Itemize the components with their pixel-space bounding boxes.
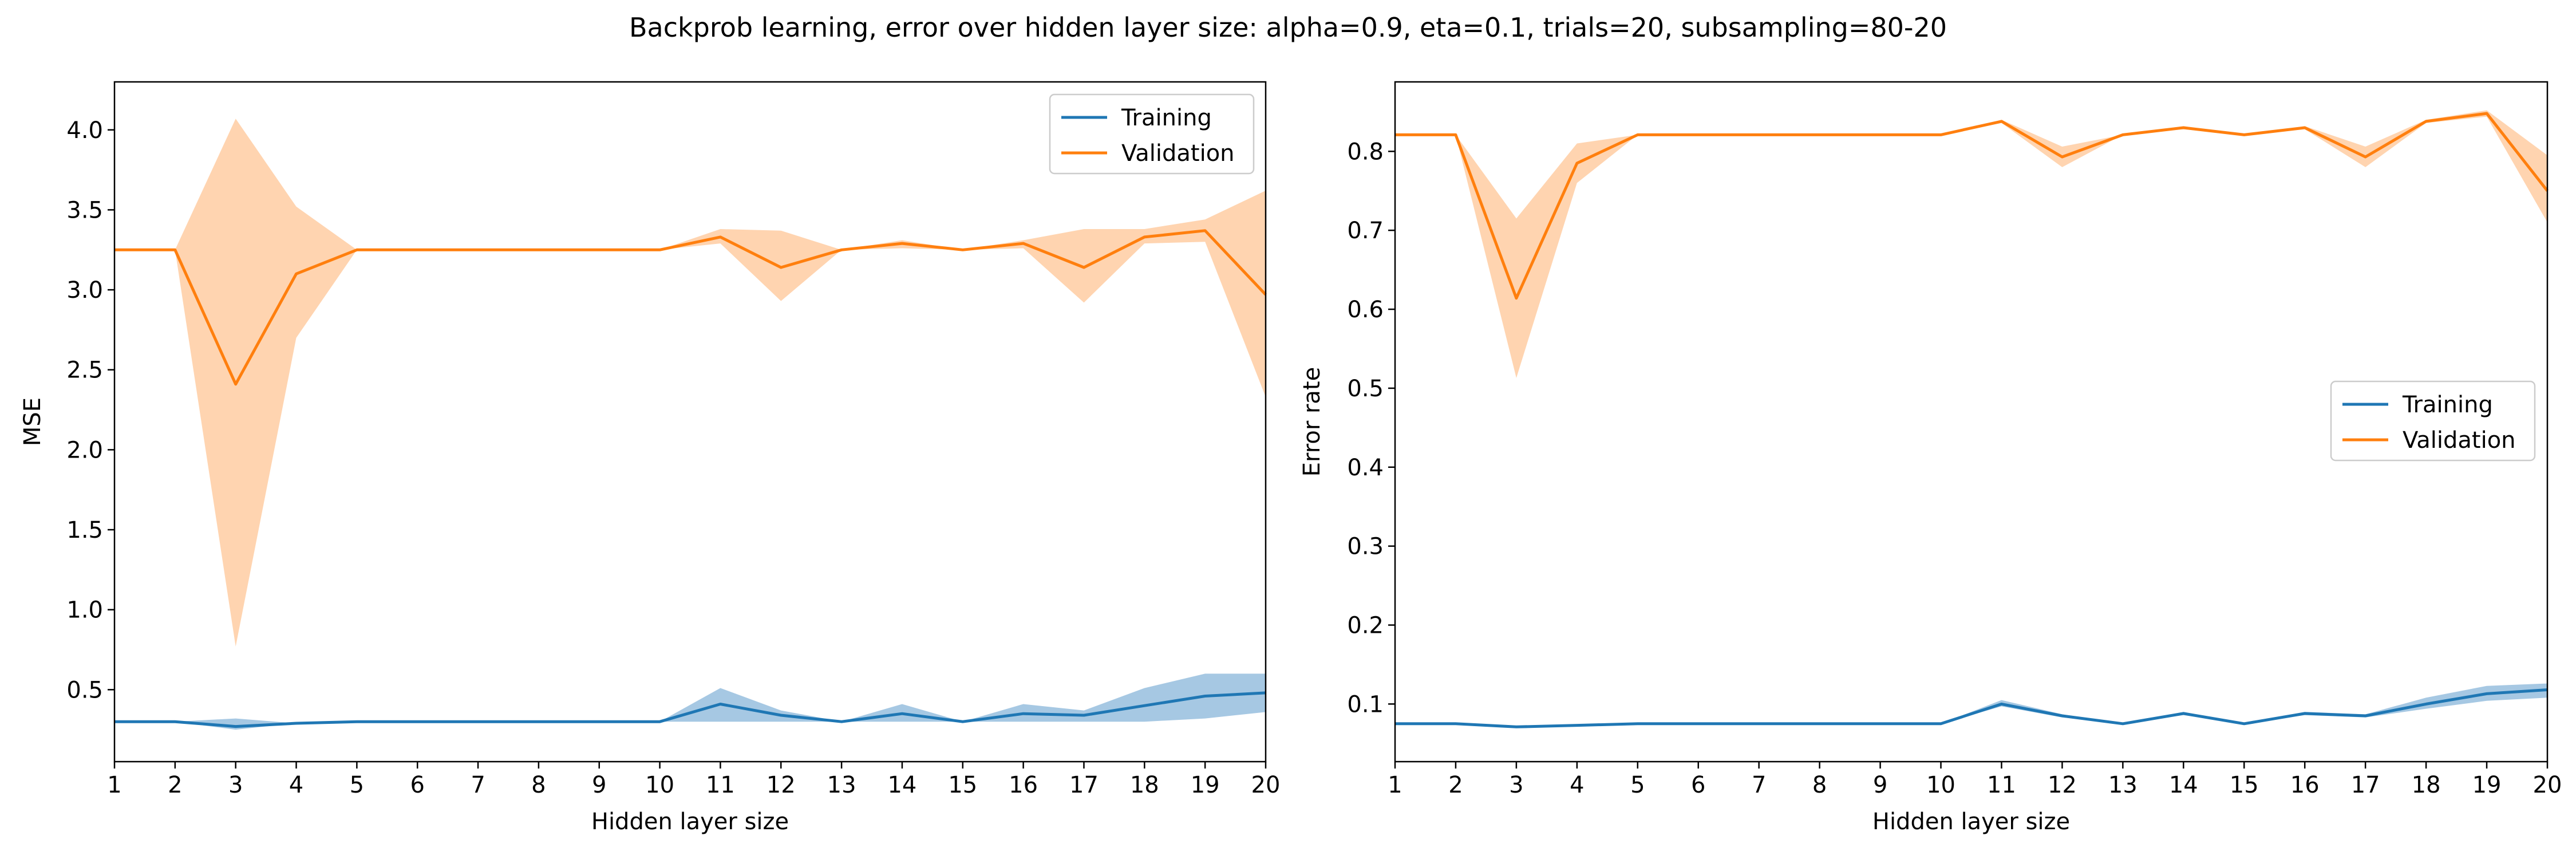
x-tick-label: 6 bbox=[1691, 772, 1705, 798]
y-tick-label: 3.5 bbox=[66, 197, 103, 223]
x-tick-label: 13 bbox=[827, 772, 856, 798]
x-tick-label: 1 bbox=[107, 772, 121, 798]
series-line-validation bbox=[114, 229, 1267, 386]
y-tick-label: 0.4 bbox=[1347, 455, 1384, 481]
x-tick-label: 10 bbox=[1926, 772, 1955, 798]
x-tick-label: 15 bbox=[948, 772, 977, 798]
series-band-validation bbox=[1395, 110, 2547, 378]
series-line-validation bbox=[1395, 112, 2549, 300]
x-tick-label: 17 bbox=[2351, 772, 2380, 798]
x-tick-label: 2 bbox=[168, 772, 182, 798]
series-band-validation bbox=[114, 119, 1266, 647]
x-tick-label: 2 bbox=[1448, 772, 1463, 798]
x-axis-label: Hidden layer size bbox=[1872, 809, 2070, 835]
error-rate-chart: 1 2 3 4 5 6 7 8 9 10 11 12 13 14 15 16 17 18 19 200.10.20.3… bbox=[1299, 81, 2562, 835]
y-tick-label: 0.7 bbox=[1347, 218, 1384, 244]
series-line-training bbox=[1395, 688, 2548, 728]
y-tick-label: 2.5 bbox=[66, 357, 103, 384]
x-tick-label: 1 bbox=[1388, 772, 1402, 798]
x-tick-label: 12 bbox=[2048, 772, 2077, 798]
x-tick-label: 19 bbox=[2472, 772, 2502, 798]
x-axis-label: Hidden layer size bbox=[591, 809, 789, 835]
y-tick-label: 0.8 bbox=[1347, 139, 1384, 165]
x-tick-label: 14 bbox=[2169, 772, 2198, 798]
series-line-training bbox=[114, 691, 1266, 728]
legend-label-training: Training bbox=[2402, 392, 2493, 418]
y-tick-label: 3.0 bbox=[66, 277, 103, 304]
x-tick-label: 18 bbox=[1130, 772, 1159, 798]
y-tick-label: 0.5 bbox=[66, 677, 103, 703]
y-tick-label: 0.5 bbox=[1347, 376, 1384, 402]
x-tick-label: 16 bbox=[1009, 772, 1038, 798]
y-tick-label: 0.2 bbox=[1347, 612, 1384, 639]
x-tick-label: 5 bbox=[350, 772, 364, 798]
x-tick-label: 7 bbox=[471, 772, 485, 798]
x-tick-label: 17 bbox=[1069, 772, 1099, 798]
x-tick-label: 4 bbox=[1570, 772, 1584, 798]
y-tick-label: 0.6 bbox=[1347, 297, 1384, 323]
x-tick-label: 18 bbox=[2412, 772, 2441, 798]
y-tick-label: 1.5 bbox=[66, 517, 103, 543]
x-tick-label: 9 bbox=[1873, 772, 1887, 798]
x-tick-label: 4 bbox=[289, 772, 303, 798]
figure-title: Backprob learning, error over hidden lay… bbox=[629, 12, 1947, 43]
x-tick-label: 8 bbox=[1812, 772, 1827, 798]
x-tick-label: 7 bbox=[1752, 772, 1766, 798]
x-tick-label: 10 bbox=[645, 772, 674, 798]
axes-frame bbox=[1394, 81, 2549, 763]
x-tick-label: 19 bbox=[1191, 772, 1220, 798]
x-tick-label: 13 bbox=[2108, 772, 2138, 798]
x-tick-label: 6 bbox=[410, 772, 424, 798]
x-tick-label: 5 bbox=[1630, 772, 1645, 798]
x-tick-label: 14 bbox=[887, 772, 916, 798]
x-tick-label: 20 bbox=[1251, 772, 1281, 798]
x-tick-label: 11 bbox=[706, 772, 735, 798]
axes-frame bbox=[113, 81, 1267, 763]
x-tick-label: 3 bbox=[1509, 772, 1523, 798]
x-tick-label: 12 bbox=[767, 772, 796, 798]
y-axis-label: MSE bbox=[19, 397, 46, 446]
legend-label-validation: Validation bbox=[2403, 427, 2516, 454]
series-band-training bbox=[114, 673, 1266, 730]
x-tick-label: 8 bbox=[531, 772, 546, 798]
x-tick-label: 11 bbox=[1987, 772, 2016, 798]
mse-chart: 1 2 3 4 5 6 7 8 9 10 11 12 13 14 15 16 17 18 19 200.51.01.5… bbox=[19, 81, 1281, 835]
legend-label-training: Training bbox=[1121, 105, 1212, 131]
y-tick-label: 1.0 bbox=[66, 597, 103, 624]
x-tick-label: 20 bbox=[2533, 772, 2562, 798]
y-tick-label: 4.0 bbox=[66, 117, 103, 144]
y-tick-label: 2.0 bbox=[66, 437, 103, 463]
x-tick-label: 16 bbox=[2290, 772, 2320, 798]
legend-label-validation: Validation bbox=[1121, 140, 1235, 167]
y-axis-label: Error rate bbox=[1299, 367, 1325, 476]
y-tick-label: 0.3 bbox=[1347, 534, 1384, 560]
y-tick-label: 0.1 bbox=[1347, 691, 1384, 718]
x-tick-label: 15 bbox=[2230, 772, 2259, 798]
x-tick-label: 9 bbox=[592, 772, 606, 798]
x-tick-label: 3 bbox=[228, 772, 243, 798]
